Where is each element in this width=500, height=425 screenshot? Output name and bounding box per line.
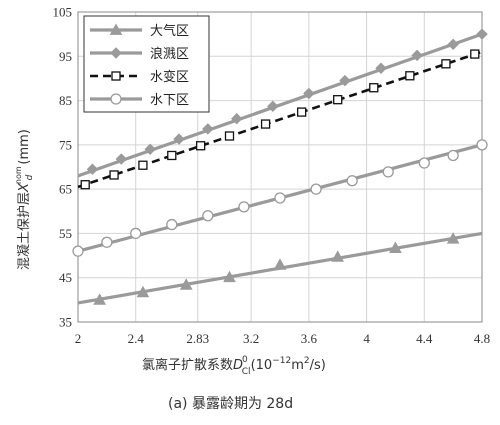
series-2-point	[447, 38, 459, 51]
series-1-point	[223, 270, 236, 283]
series-4-point	[274, 192, 286, 204]
y-tick-label: 105	[53, 5, 73, 20]
series-2-point	[476, 28, 488, 40]
series-3-point	[167, 150, 177, 161]
series-4-point	[130, 227, 142, 240]
series-4-point	[166, 218, 178, 231]
series-1-point	[331, 250, 345, 262]
legend-item-3-marker	[111, 71, 121, 81]
y-tick-label: 35	[59, 315, 72, 330]
series-markers	[72, 28, 488, 305]
x-tick-label: 2	[75, 331, 82, 346]
legend-item-4-label: 水下区	[150, 93, 189, 108]
y-tick-label: 75	[59, 137, 72, 152]
series-1-point	[389, 241, 402, 253]
series-2-point	[173, 133, 185, 145]
legend-item-3-label: 水变区	[150, 69, 189, 85]
x-tick-label: 3.2	[243, 331, 259, 346]
chart-caption: (a) 暴露龄期为 28d	[168, 396, 293, 412]
y-tick-label: 55	[59, 226, 72, 241]
series-3-point	[333, 95, 343, 105]
series-3-point	[441, 59, 451, 69]
legend-item-1-marker	[109, 23, 123, 35]
y-tick-label: 45	[59, 270, 72, 285]
series-2-point	[202, 123, 214, 135]
y-axis-title: 混凝土保护层Xnom d(mm)	[14, 129, 35, 270]
series-3-point	[470, 49, 480, 59]
x-axis-title: 氯离子扩散系数D0 Cl(10−12m2/s)	[142, 355, 326, 377]
series-2-point	[115, 153, 127, 165]
series-4-point	[447, 149, 459, 162]
y-tick-labels: 35 45 55 65 75 85 95 105	[53, 5, 73, 330]
series-2-point	[339, 74, 351, 87]
series-4-point	[418, 157, 430, 169]
series-4-point	[382, 166, 394, 178]
series-2-point	[375, 62, 387, 74]
series-2-point	[411, 49, 423, 62]
series-3-point	[369, 83, 379, 93]
series-4-point	[238, 201, 250, 213]
x-tick-label: 4	[363, 331, 370, 346]
series-1-point	[179, 278, 193, 290]
y-tick-label: 85	[59, 93, 72, 108]
series-2-point	[267, 100, 279, 113]
x-tick-label: 4.4	[416, 331, 433, 346]
x-tick-label: 2.4	[128, 331, 145, 346]
x-tick-label: 3.6	[301, 331, 318, 346]
series-3-point	[260, 119, 271, 129]
legend-box	[83, 15, 210, 113]
series-3-point	[405, 71, 415, 81]
x-tick-label: 2.83	[186, 331, 209, 346]
series-3-point	[138, 160, 148, 170]
series-2-point	[144, 143, 156, 155]
plot-frame	[77, 11, 483, 323]
series-2-point	[303, 87, 315, 100]
series-4-point	[202, 210, 214, 222]
series-3-point	[109, 170, 119, 180]
series-2-point	[86, 163, 99, 175]
series-1-point	[136, 285, 150, 298]
series-3-point	[296, 107, 307, 117]
series-3-point	[224, 131, 235, 141]
legend-item-2-marker	[110, 47, 122, 59]
series-3-point	[80, 180, 90, 190]
legend-item-4-marker	[110, 93, 122, 105]
legend-item-2-label: 浪溅区	[150, 47, 189, 62]
series-1-point	[93, 293, 106, 305]
series-4-point	[476, 139, 488, 151]
series-4-point	[72, 245, 84, 257]
series-1-point	[273, 258, 287, 270]
y-tick-label: 65	[59, 182, 72, 197]
x-tick-label: 4.8	[474, 331, 490, 346]
y-tick-label: 95	[59, 49, 72, 64]
series-4-point	[346, 175, 358, 187]
series-1-point	[446, 232, 460, 244]
legend-item-1-label: 大气区	[150, 23, 189, 39]
series-2-point	[231, 113, 243, 125]
x-tick-labels: 2 2.4 2.83 3.2 3.6 4 4.4 4.8	[75, 331, 490, 346]
series-3-point	[195, 141, 206, 151]
series-4-point	[310, 183, 322, 195]
series-4-point	[101, 236, 113, 248]
